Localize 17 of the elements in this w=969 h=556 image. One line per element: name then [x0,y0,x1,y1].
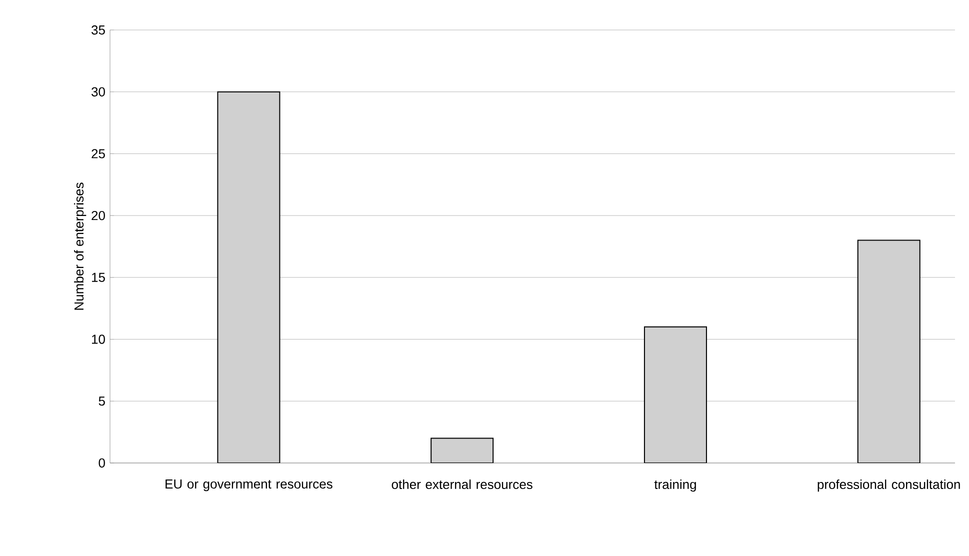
y-tick-label: 30 [92,87,105,96]
bar [430,438,494,463]
y-tick-label: 0 [98,458,105,468]
y-tick-label: 10 [92,334,105,344]
bar [857,240,920,463]
y-tick-label: 35 [92,25,105,35]
x-tick-label: EU or government resources [166,480,332,492]
bar [217,91,280,463]
y-axis-title: Number of enterprises [74,182,86,310]
y-tick-label: 5 [98,396,105,406]
x-tick-label: training [654,480,696,492]
y-tick-label: 25 [92,149,105,158]
x-tick-label: other external resources [392,480,532,490]
y-tick-label: 15 [92,272,105,282]
bar [644,326,707,463]
x-tick-label: professional consultation [818,480,960,492]
y-tick-label: 20 [92,210,105,220]
